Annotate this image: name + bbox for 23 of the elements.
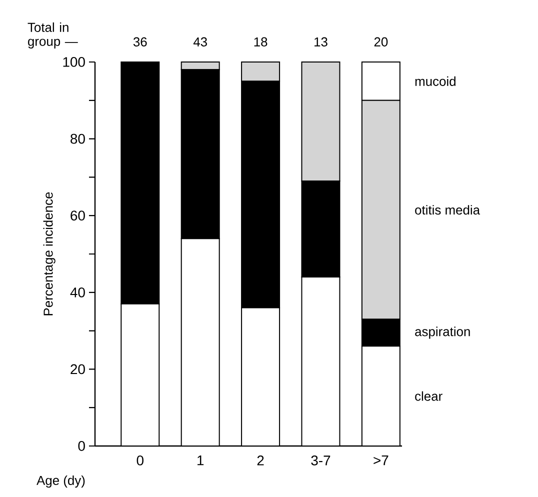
text: Total in group — (28, 22, 78, 48)
x-axis-title: Age (dy) (36, 476, 85, 488)
annotation: 18 (254, 37, 268, 46)
y-tick-label: 80 (70, 134, 85, 144)
annotation: 36 (133, 37, 147, 46)
annotation: 20 (374, 37, 388, 46)
series-label: mucoid (415, 76, 456, 86)
y-tick-label: 40 (70, 287, 85, 298)
y-axis-title: Percentage incidence (43, 192, 56, 316)
y-tick-label: 60 (70, 210, 85, 221)
x-tick-label: 3-7 (311, 456, 330, 466)
series-label: otitis media (415, 205, 480, 215)
x-tick-label: 1 (198, 456, 204, 466)
annotation: 13 (314, 37, 328, 46)
y-tick-label: 100 (63, 57, 85, 67)
x-tick-label: >7 (374, 456, 388, 466)
y-tick-label: 0 (78, 441, 85, 451)
x-tick-label: 2 (257, 456, 264, 466)
x-tick-label: 0 (136, 456, 144, 466)
series-label: aspiration (415, 326, 470, 339)
y-tick-label: 20 (70, 364, 85, 374)
annotation: 43 (193, 37, 207, 46)
series-label: clear (415, 391, 442, 401)
